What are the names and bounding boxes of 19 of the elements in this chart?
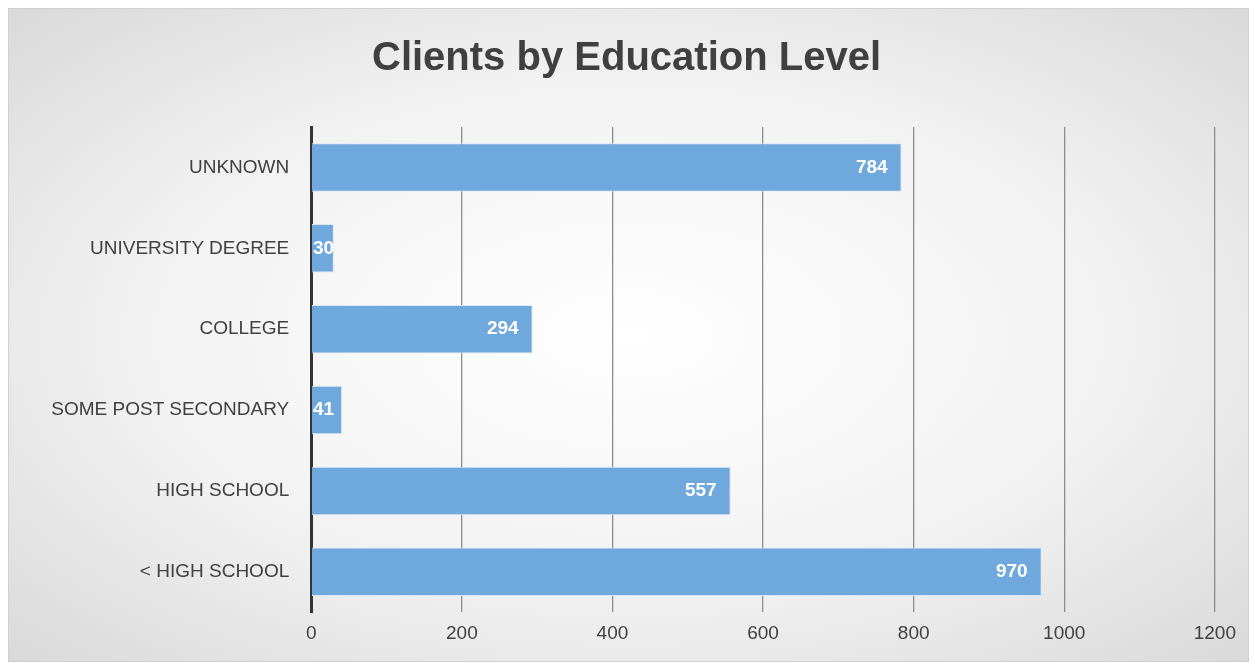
y-tick-label: COLLEGE bbox=[199, 317, 290, 339]
y-tick-label: UNIVERSITY DEGREE bbox=[90, 236, 290, 258]
y-tick-label: HIGH SCHOOL bbox=[156, 479, 290, 501]
x-tick-label: 0 bbox=[305, 621, 317, 643]
chart-title: Clients by Education Level bbox=[371, 34, 882, 79]
data-label: 41 bbox=[312, 398, 335, 420]
x-tick-label: 1200 bbox=[1193, 621, 1237, 643]
data-label: 294 bbox=[486, 317, 520, 339]
x-tick-label: 800 bbox=[897, 621, 930, 643]
x-tick-label: 400 bbox=[596, 621, 629, 643]
data-label: 784 bbox=[855, 155, 889, 177]
data-label: 970 bbox=[995, 560, 1028, 581]
y-tick-label: SOME POST SECONDARY bbox=[51, 398, 290, 420]
y-tick-label: UNKNOWN bbox=[188, 155, 290, 177]
y-tick-label: < HIGH SCHOOL bbox=[139, 560, 290, 581]
x-tick-label: 200 bbox=[446, 621, 478, 643]
x-tick-label: 1000 bbox=[1043, 621, 1086, 643]
data-label: 557 bbox=[684, 479, 717, 501]
x-tick-label: 600 bbox=[747, 621, 779, 643]
